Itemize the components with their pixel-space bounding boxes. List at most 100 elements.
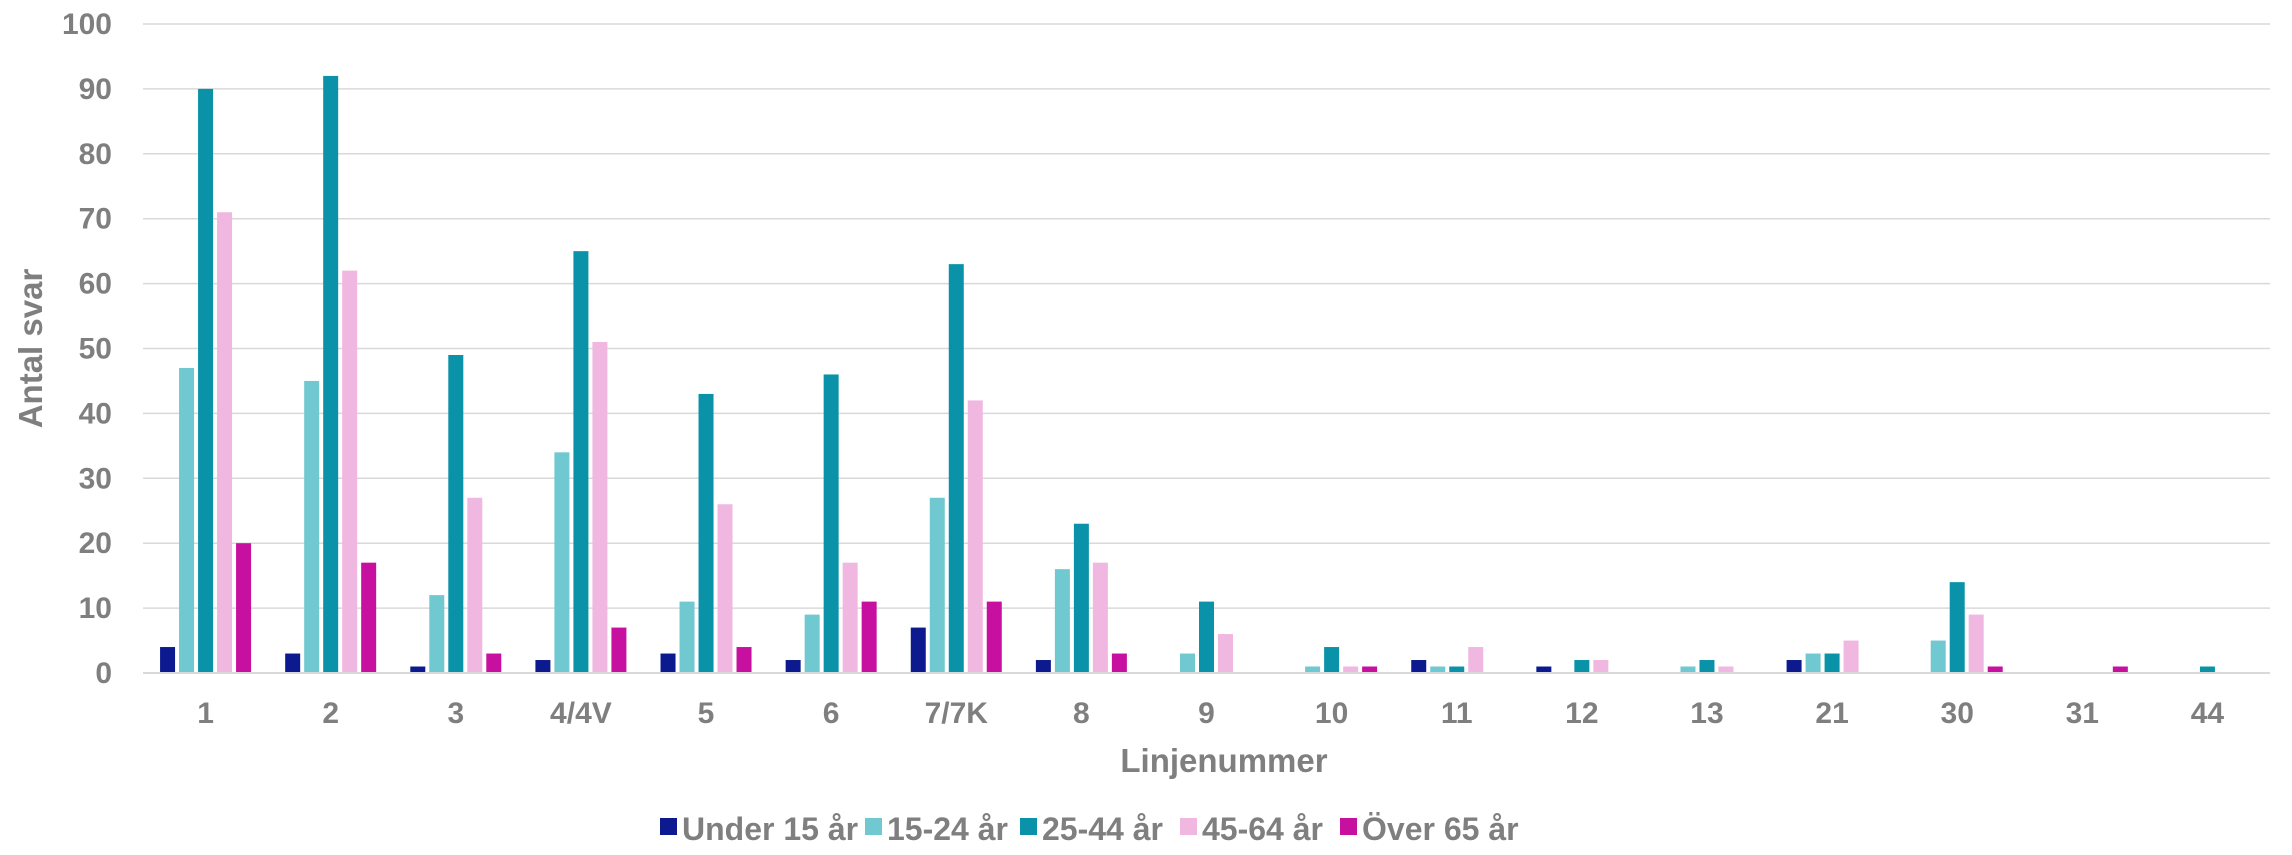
legend-swatch	[660, 818, 677, 835]
legend-item: Under 15 år	[660, 811, 858, 847]
bar	[361, 562, 377, 673]
bar	[217, 212, 233, 673]
x-tick-label: 21	[1815, 697, 1848, 730]
bar	[1805, 653, 1821, 673]
x-tick-label: 44	[2191, 697, 2225, 730]
y-tick-label: 20	[79, 527, 112, 560]
x-tick-label: 2	[322, 697, 339, 730]
bar	[1574, 660, 1590, 673]
bar	[285, 653, 301, 673]
bar	[910, 627, 926, 673]
y-tick-label: 80	[79, 138, 112, 171]
bar	[573, 251, 589, 673]
bar	[410, 666, 426, 673]
bar	[736, 647, 752, 673]
y-tick-label: 30	[79, 462, 112, 495]
bar	[1786, 660, 1802, 673]
legend-swatch	[865, 818, 882, 835]
bar	[785, 660, 801, 673]
x-axis-title: Linjenummer	[1120, 742, 1327, 779]
legend-label: 15-24 år	[887, 811, 1008, 847]
legend-item: 15-24 år	[865, 811, 1008, 847]
x-tick-label: 9	[1198, 697, 1215, 730]
bar	[698, 393, 714, 673]
legend-swatch	[1340, 818, 1357, 835]
legend-item: Över 65 år	[1340, 811, 1519, 847]
legend-label: Under 15 år	[682, 811, 858, 847]
x-tick-label: 11	[1441, 697, 1473, 730]
bar	[1536, 666, 1552, 673]
y-tick-label: 100	[62, 8, 112, 41]
bar	[1343, 666, 1359, 673]
bar	[1680, 666, 1696, 673]
bar	[448, 354, 464, 673]
y-tick-label: 60	[79, 268, 112, 301]
legend: Under 15 år 15-24 år 25-44 år 45-64 år Över …	[660, 811, 1519, 847]
bar	[679, 601, 695, 673]
legend-label: 45-64 år	[1202, 811, 1323, 847]
y-tick-label: 50	[79, 333, 112, 366]
bar	[1362, 666, 1378, 673]
x-tick-label: 3	[447, 697, 464, 730]
bar	[236, 543, 252, 673]
bar	[198, 88, 214, 673]
bar	[467, 497, 483, 673]
bar	[1430, 666, 1446, 673]
y-axis-ticks: 0 10 20 30 40 50 60 70 80 90 100	[62, 8, 112, 690]
x-tick-label: 30	[1941, 697, 1974, 730]
bar	[1199, 601, 1214, 673]
bar	[1054, 569, 1070, 673]
bar	[1987, 666, 2003, 673]
y-tick-label: 0	[95, 657, 112, 690]
y-tick-label: 70	[79, 203, 112, 236]
bar	[2199, 666, 2215, 673]
bar	[967, 400, 983, 673]
bar	[717, 504, 733, 673]
y-tick-label: 90	[79, 73, 112, 106]
x-axis-ticks: 1 2 3 4/4V 5 6 7/7K 8 9 10 11 12 13 21 30 31 44	[197, 697, 2224, 730]
bar	[304, 380, 320, 673]
legend-swatch	[1020, 818, 1037, 835]
y-tick-label: 40	[79, 397, 112, 430]
bar	[592, 342, 608, 673]
bar	[342, 270, 358, 673]
legend-swatch	[1180, 818, 1197, 835]
bar	[1111, 653, 1127, 673]
bar	[1468, 647, 1484, 673]
x-tick-label: 6	[823, 697, 840, 730]
bar	[1324, 647, 1340, 673]
bar	[861, 601, 877, 673]
x-tick-label: 4/4V	[550, 697, 612, 730]
bar	[535, 660, 551, 673]
bar	[1930, 640, 1946, 673]
x-tick-label: 8	[1073, 697, 1090, 730]
legend-item: 25-44 år	[1020, 811, 1163, 847]
bar	[1968, 614, 1984, 673]
x-tick-label: 7/7K	[925, 697, 989, 730]
legend-label: Över 65 år	[1362, 811, 1519, 847]
y-axis-title: Antal svar	[12, 269, 49, 429]
bar	[1092, 562, 1108, 673]
bar	[1411, 660, 1427, 673]
bar	[1949, 582, 1965, 673]
bar	[1305, 666, 1321, 673]
bar	[1824, 653, 1840, 673]
y-tick-label: 10	[79, 592, 112, 625]
bar	[611, 627, 627, 673]
x-tick-label: 10	[1315, 697, 1348, 730]
bar	[486, 653, 502, 673]
bar	[842, 562, 858, 673]
bar	[929, 497, 945, 673]
bar	[179, 367, 195, 673]
bar	[1593, 660, 1609, 673]
bar	[804, 614, 820, 673]
bar	[660, 653, 676, 673]
bar	[1449, 666, 1465, 673]
x-tick-label: 1	[197, 697, 214, 730]
grid-lines	[143, 23, 2270, 609]
bar	[1035, 660, 1051, 673]
bars	[160, 75, 2215, 674]
bar	[2112, 666, 2128, 673]
bar	[1180, 653, 1195, 673]
